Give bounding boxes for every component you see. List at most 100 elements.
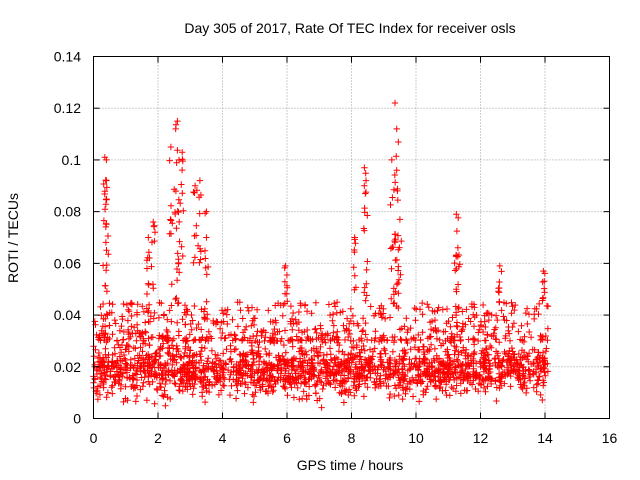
data-point (417, 379, 425, 387)
data-point (198, 389, 206, 396)
x-tick-label: 10 (408, 430, 424, 446)
data-point (162, 380, 169, 388)
data-point (101, 154, 108, 161)
data-point (146, 318, 154, 325)
data-point (492, 324, 499, 331)
data-point (353, 372, 361, 380)
data-point (103, 394, 110, 401)
data-point (523, 353, 531, 360)
data-point (339, 377, 346, 384)
data-point (315, 353, 322, 360)
data-point (386, 314, 394, 321)
data-point (293, 366, 301, 373)
data-point (334, 328, 341, 335)
data-point (517, 353, 524, 361)
data-point (391, 392, 398, 400)
data-point (462, 321, 469, 328)
data-point (98, 330, 106, 337)
data-point (98, 378, 106, 385)
data-point (208, 347, 216, 354)
data-point (472, 374, 479, 381)
data-point (340, 322, 347, 329)
data-point (267, 364, 274, 371)
data-point (262, 329, 269, 336)
data-point (108, 365, 116, 372)
data-point (144, 309, 152, 316)
data-point (520, 370, 527, 377)
data-point (105, 251, 112, 258)
data-point (173, 294, 180, 302)
data-point (290, 320, 297, 327)
data-point (502, 332, 509, 340)
data-point (522, 389, 530, 397)
data-point (239, 315, 246, 322)
data-point (142, 319, 149, 326)
data-point (542, 372, 549, 379)
data-point (378, 314, 386, 321)
data-point (398, 237, 405, 245)
data-point (215, 391, 223, 398)
data-point (205, 328, 212, 335)
data-point (103, 184, 110, 191)
data-point (377, 350, 385, 357)
data-point (433, 335, 441, 342)
data-point (156, 346, 163, 353)
data-point (475, 372, 483, 379)
data-point (250, 399, 257, 406)
data-point (111, 378, 118, 386)
data-point (141, 373, 148, 381)
data-point (443, 378, 450, 385)
data-point (351, 248, 358, 256)
data-point (133, 337, 140, 344)
data-point (265, 307, 272, 314)
data-point (326, 372, 334, 379)
data-point (191, 232, 198, 240)
data-point (177, 200, 184, 207)
data-point (287, 302, 295, 310)
data-point (167, 143, 175, 151)
data-point (342, 388, 349, 396)
data-point (511, 306, 518, 314)
data-point (316, 349, 324, 356)
data-point (450, 358, 458, 365)
data-point (326, 345, 334, 352)
data-point (318, 404, 325, 411)
data-point (349, 312, 357, 320)
x-tick-label: 12 (473, 430, 489, 446)
data-point (391, 231, 399, 238)
axis-ticks: 0 2 4 6 8 10 12 14 16 0 0.02 0.04 0.06 0.08 0.1 0.12 0.1… (54, 49, 618, 447)
data-point (250, 355, 257, 363)
data-point (507, 359, 515, 367)
data-point (120, 336, 127, 343)
data-point (540, 364, 547, 371)
data-point (101, 375, 108, 382)
data-point (160, 312, 167, 319)
data-point (434, 307, 441, 314)
data-point (508, 310, 515, 317)
data-point (409, 374, 416, 381)
data-point (343, 315, 351, 322)
data-point (231, 332, 239, 339)
data-point (132, 384, 139, 392)
data-point (364, 384, 371, 391)
y-tick-label: 0.12 (54, 100, 81, 116)
data-point (300, 388, 307, 395)
data-point (108, 384, 115, 391)
data-point (176, 238, 183, 245)
data-point (390, 337, 398, 344)
data-point (308, 310, 315, 317)
data-point (219, 329, 226, 337)
data-point (537, 332, 544, 339)
data-point (362, 170, 369, 177)
data-point (475, 388, 482, 395)
data-point (395, 374, 402, 381)
data-point (524, 320, 531, 328)
data-point (112, 360, 119, 367)
data-point (440, 328, 447, 336)
data-point (243, 323, 250, 330)
data-point (136, 352, 143, 359)
data-point (453, 382, 460, 389)
data-point (335, 362, 342, 369)
data-point (341, 387, 348, 394)
data-point (544, 303, 552, 310)
